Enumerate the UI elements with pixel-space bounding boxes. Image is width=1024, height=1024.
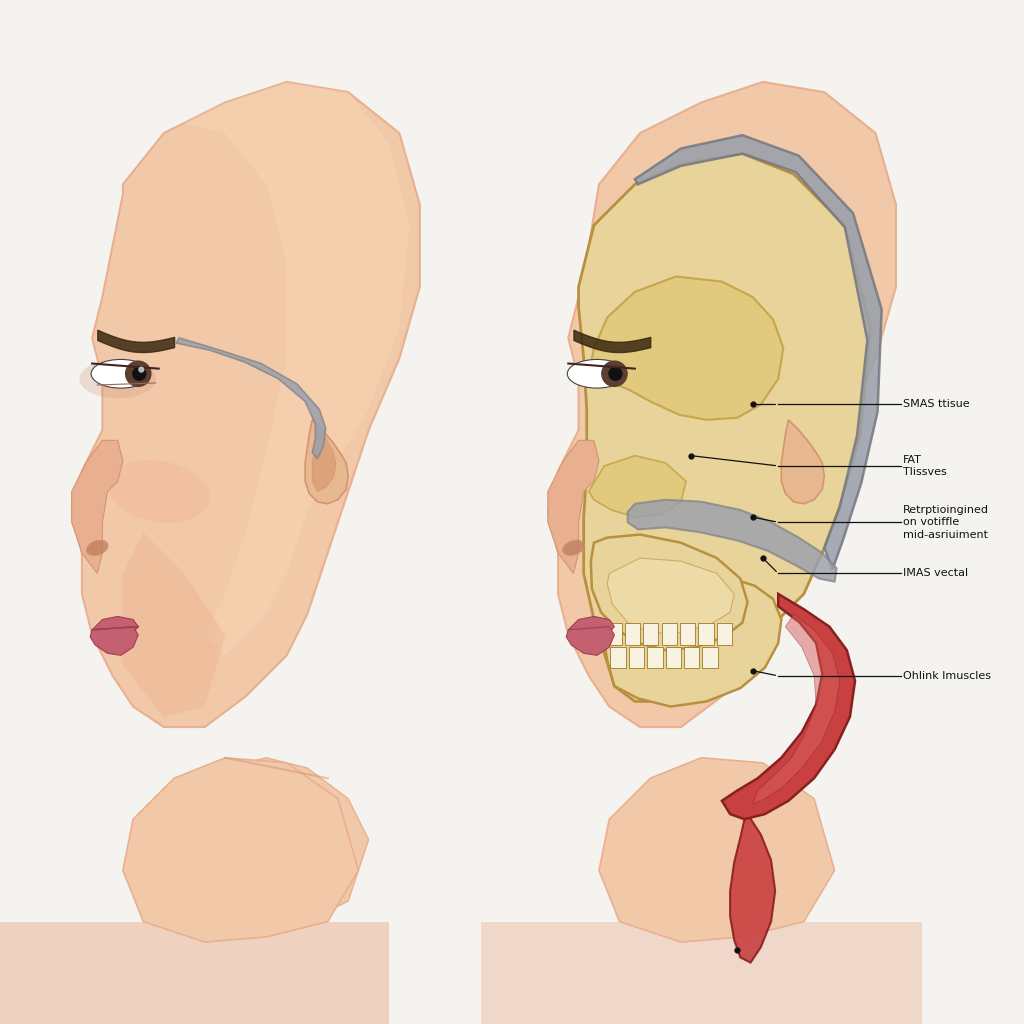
Polygon shape (717, 623, 732, 645)
Polygon shape (643, 623, 658, 645)
Polygon shape (90, 627, 138, 655)
Polygon shape (625, 623, 640, 645)
Circle shape (608, 367, 623, 381)
Circle shape (125, 360, 152, 387)
Polygon shape (591, 184, 853, 681)
Ellipse shape (91, 359, 151, 388)
Circle shape (138, 367, 144, 373)
Polygon shape (698, 623, 714, 645)
Polygon shape (548, 82, 896, 727)
Polygon shape (568, 616, 614, 635)
Polygon shape (591, 535, 748, 650)
Polygon shape (589, 276, 783, 420)
Polygon shape (666, 647, 681, 668)
Text: IMAS vectal: IMAS vectal (903, 568, 969, 579)
Text: Retrptioingined
on votiffle
mid-asriuiment: Retrptioingined on votiffle mid-asriuime… (903, 505, 989, 540)
Polygon shape (579, 154, 870, 701)
Ellipse shape (80, 359, 156, 398)
Polygon shape (635, 135, 882, 569)
Polygon shape (628, 500, 837, 582)
Polygon shape (607, 558, 734, 633)
Polygon shape (781, 420, 824, 504)
Text: FAT
Tlissves: FAT Tlissves (903, 455, 947, 477)
Polygon shape (647, 647, 663, 668)
Circle shape (601, 360, 628, 387)
Polygon shape (123, 532, 225, 717)
Ellipse shape (567, 359, 627, 388)
Ellipse shape (562, 540, 585, 556)
Polygon shape (176, 338, 326, 459)
Polygon shape (143, 758, 369, 942)
Polygon shape (566, 627, 614, 655)
Polygon shape (548, 440, 599, 573)
Polygon shape (730, 814, 775, 963)
Polygon shape (610, 647, 626, 668)
Polygon shape (722, 594, 855, 819)
Text: SMAS ttisue: SMAS ttisue (903, 399, 970, 410)
Polygon shape (481, 922, 922, 1024)
Circle shape (132, 367, 146, 381)
Polygon shape (684, 647, 699, 668)
Polygon shape (599, 758, 835, 942)
Polygon shape (305, 420, 348, 504)
Polygon shape (312, 430, 336, 492)
Polygon shape (164, 82, 410, 655)
Polygon shape (604, 575, 781, 707)
Polygon shape (72, 82, 420, 727)
Polygon shape (72, 440, 123, 573)
Polygon shape (92, 616, 138, 635)
Text: Ohlink lmuscles: Ohlink lmuscles (903, 671, 991, 681)
Polygon shape (123, 758, 358, 942)
Polygon shape (0, 922, 389, 1024)
Polygon shape (606, 623, 622, 645)
Polygon shape (680, 623, 695, 645)
Polygon shape (662, 623, 677, 645)
Polygon shape (629, 647, 644, 668)
Polygon shape (702, 647, 718, 668)
Ellipse shape (108, 460, 210, 523)
Polygon shape (753, 614, 840, 804)
Polygon shape (589, 456, 686, 517)
Ellipse shape (86, 540, 109, 556)
